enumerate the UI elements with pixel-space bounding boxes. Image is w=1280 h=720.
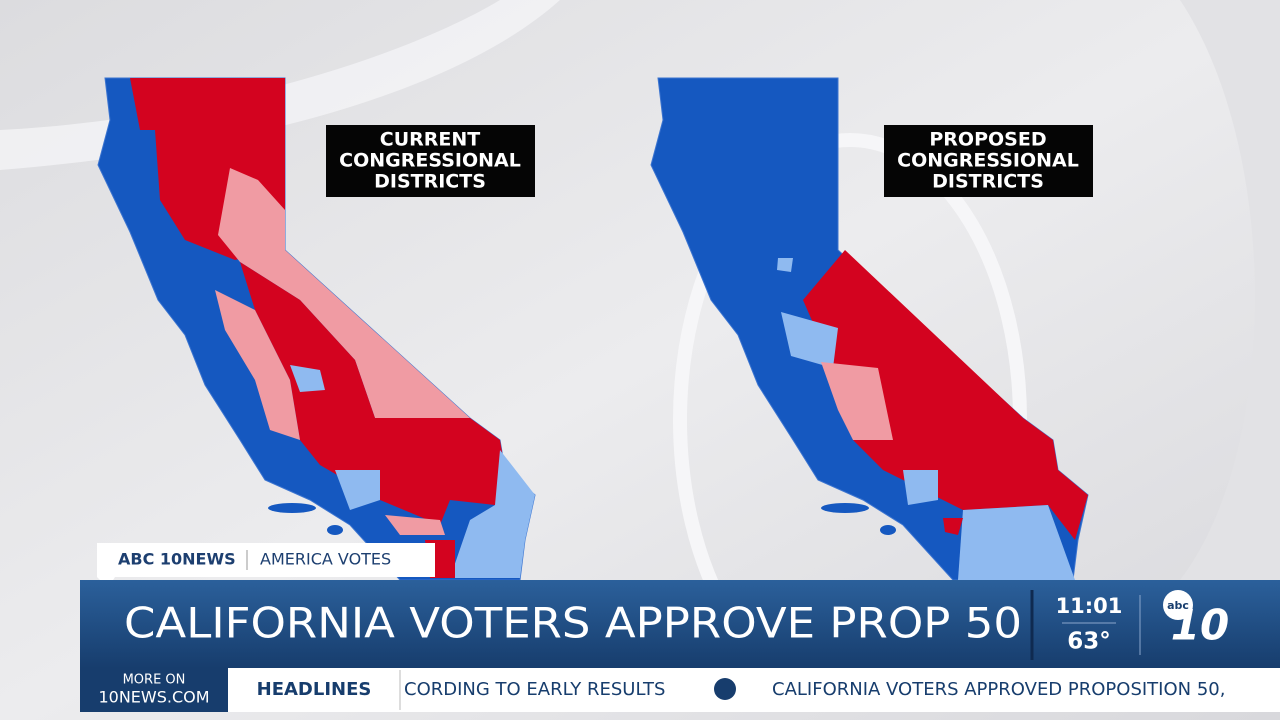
ticker-more-on: MORE ON bbox=[123, 673, 186, 688]
map-label: CONGRESSIONAL bbox=[897, 150, 1079, 172]
tag-section: AMERICA VOTES bbox=[260, 550, 391, 569]
map-current bbox=[97, 77, 536, 581]
map-label: CONGRESSIONAL bbox=[339, 150, 521, 172]
map-label-box bbox=[326, 125, 535, 197]
headline-banner bbox=[80, 580, 1280, 668]
map-label: DISTRICTS bbox=[374, 171, 486, 193]
ticker-site: 10NEWS.COM bbox=[98, 688, 209, 707]
logo-network: abc bbox=[1167, 599, 1189, 612]
map-label: DISTRICTS bbox=[932, 171, 1044, 193]
map-label-box bbox=[884, 125, 1093, 197]
ticker-item: CALIFORNIA VOTERS APPROVED PROPOSITION 5… bbox=[772, 679, 1225, 700]
logo-channel: 10 bbox=[1171, 601, 1229, 650]
map-label: CURRENT bbox=[380, 129, 481, 151]
clock-temperature: 63° bbox=[1067, 629, 1111, 655]
tag-box bbox=[97, 543, 435, 577]
ticker-bar bbox=[80, 668, 1280, 712]
ticker-site-box bbox=[80, 668, 228, 712]
clock-time: 11:01 bbox=[1056, 594, 1123, 618]
map-proposed bbox=[650, 77, 1089, 581]
bg-swoosh bbox=[1180, 0, 1280, 580]
tag-brand: ABC 10NEWS bbox=[118, 550, 236, 569]
ticker-section: HEADLINES bbox=[257, 679, 372, 700]
logo-abc bbox=[1163, 590, 1193, 620]
ticker-item: CORDING TO EARLY RESULTS bbox=[404, 679, 665, 700]
headline: CALIFORNIA VOTERS APPROVE PROP 50 bbox=[124, 599, 1022, 648]
ticker-logo bbox=[714, 678, 736, 700]
map-label: PROPOSED bbox=[929, 129, 1046, 151]
